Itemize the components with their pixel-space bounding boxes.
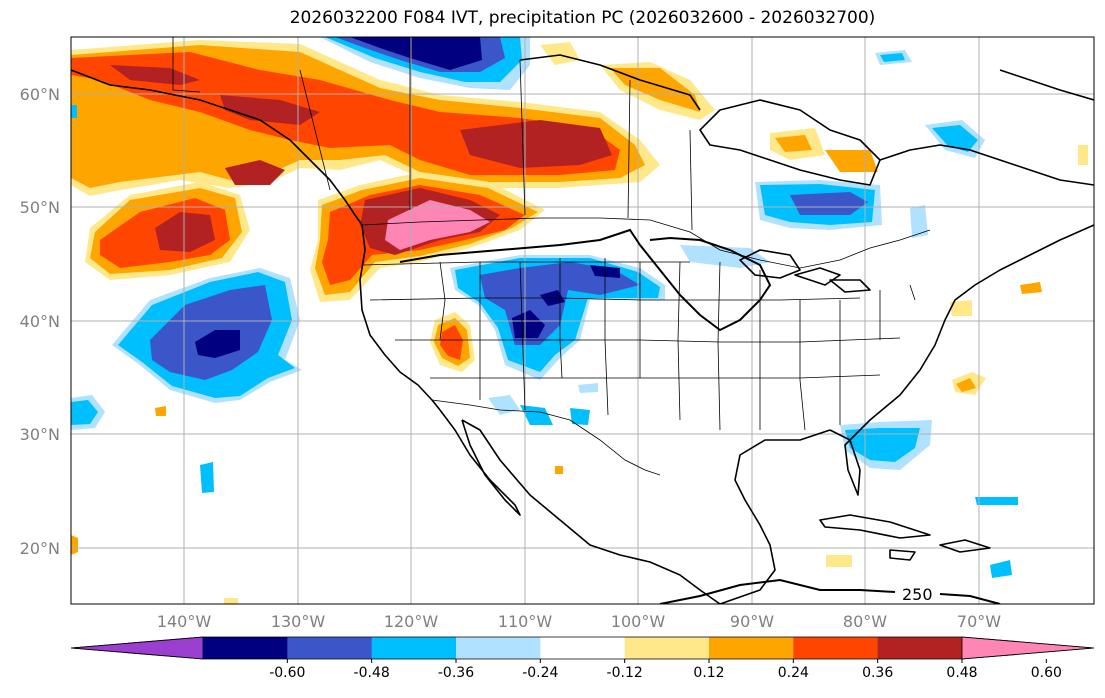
colorbar-swatch bbox=[877, 637, 963, 659]
ivt-contour-line bbox=[399, 228, 772, 332]
precip-negative-region bbox=[880, 53, 905, 62]
ivt-contour-label: 250 bbox=[902, 585, 933, 604]
precip-negative-region bbox=[71, 400, 98, 425]
precip-negative-region bbox=[512, 310, 545, 338]
colorbar-swatch bbox=[709, 637, 794, 659]
colorbar bbox=[70, 636, 1095, 660]
precip-positive-region bbox=[555, 466, 563, 474]
precip-negative-region bbox=[932, 125, 978, 152]
longitude-labels: 140°W 130°W 120°W 110°W 100°W 90°W 80°W … bbox=[157, 612, 1001, 631]
precip-positive-region bbox=[826, 555, 852, 567]
lat-label: 30°N bbox=[20, 425, 60, 444]
lon-label: 130°W bbox=[271, 612, 326, 631]
precip-negative-region bbox=[520, 405, 553, 425]
precip-positive-region bbox=[440, 325, 463, 360]
precip-negative-region bbox=[71, 105, 77, 118]
ivt-contours bbox=[399, 228, 1001, 604]
precip-positive-region bbox=[225, 160, 285, 185]
lon-label: 140°W bbox=[157, 612, 212, 631]
ivt-contour-line bbox=[659, 578, 896, 604]
precip-negative-region bbox=[350, 37, 482, 70]
colorbar-swatch bbox=[203, 637, 288, 659]
precip-positive-region bbox=[71, 535, 78, 555]
precip-positive-region bbox=[220, 95, 320, 125]
precip-positive-region bbox=[1020, 282, 1042, 294]
precip-positive-region bbox=[950, 300, 972, 316]
precip-positive-region bbox=[155, 406, 166, 416]
colorbar-tick-label: 0.48 bbox=[946, 665, 977, 681]
precip-negative-region bbox=[200, 462, 214, 493]
colorbar-swatch bbox=[793, 637, 879, 659]
lat-label: 20°N bbox=[20, 539, 60, 558]
precip-positive-region bbox=[775, 135, 812, 152]
colorbar-swatch bbox=[287, 637, 373, 659]
colorbar-extend-high bbox=[961, 636, 1095, 660]
colorbar-swatch bbox=[540, 637, 626, 659]
colorbar-tick-label: -0.60 bbox=[269, 665, 305, 681]
precip-positive-region bbox=[540, 42, 580, 65]
precip-positive-region bbox=[610, 68, 700, 112]
lon-label: 120°W bbox=[384, 612, 439, 631]
colorbar-tick-label: 0.60 bbox=[1031, 665, 1062, 681]
colorbar-tick-label: -0.36 bbox=[438, 665, 474, 681]
colorbar-swatch bbox=[371, 637, 457, 659]
lon-label: 90°W bbox=[730, 612, 774, 631]
precip-negative-region bbox=[680, 245, 770, 268]
precip-positive-region bbox=[956, 378, 976, 392]
precip-negative-region bbox=[975, 497, 1018, 505]
precip-negative-region bbox=[845, 428, 920, 462]
precip-positive-region bbox=[1078, 145, 1088, 165]
colorbar-labels: -0.60 -0.48 -0.36 -0.24 -0.12 0.12 0.24 0.36 0.4… bbox=[269, 659, 1062, 681]
colorbar-tick-label: -0.24 bbox=[522, 665, 558, 681]
graticule bbox=[71, 37, 1094, 604]
colorbar-swatch bbox=[624, 637, 710, 659]
map-border bbox=[70, 36, 1095, 605]
colorbar-tick-label: 0.24 bbox=[778, 665, 809, 681]
lat-label: 60°N bbox=[20, 85, 60, 104]
precip-negative-region bbox=[790, 192, 868, 215]
precip-positive-region bbox=[110, 65, 200, 85]
lon-label: 110°W bbox=[498, 612, 553, 631]
lon-label: 100°W bbox=[611, 612, 666, 631]
precip-positive-region bbox=[155, 212, 215, 252]
colorbar-tick-label: 0.12 bbox=[693, 665, 724, 681]
colorbar-tick-label: -0.12 bbox=[607, 665, 643, 681]
precip-anomaly-fills bbox=[71, 37, 1088, 604]
colorbar-swatch bbox=[456, 637, 541, 659]
latitude-labels: 60°N 50°N 40°N 30°N 20°N bbox=[20, 85, 60, 558]
ivt-contour-line bbox=[939, 593, 1001, 604]
precip-positive-region bbox=[224, 598, 238, 604]
colorbar-outline bbox=[70, 636, 1095, 660]
map-title: 2026032200 F084 IVT, precipitation PC (2… bbox=[289, 8, 876, 28]
coastlines bbox=[71, 54, 1094, 604]
precip-negative-region bbox=[990, 560, 1012, 578]
precip-negative-region bbox=[195, 330, 240, 358]
lon-label: 80°W bbox=[843, 612, 887, 631]
lat-label: 50°N bbox=[20, 198, 60, 217]
precip-negative-region bbox=[578, 383, 598, 393]
precip-positive-region bbox=[460, 120, 612, 168]
precip-negative-region bbox=[488, 395, 520, 415]
colorbar-tick-label: -0.48 bbox=[354, 665, 390, 681]
colorbar-extend-low bbox=[70, 636, 204, 660]
colorbar-tick-label: 0.36 bbox=[862, 665, 893, 681]
lat-label: 40°N bbox=[20, 312, 60, 331]
precip-negative-region bbox=[910, 205, 928, 238]
precip-negative-region bbox=[570, 408, 590, 425]
lon-label: 70°W bbox=[957, 612, 1001, 631]
